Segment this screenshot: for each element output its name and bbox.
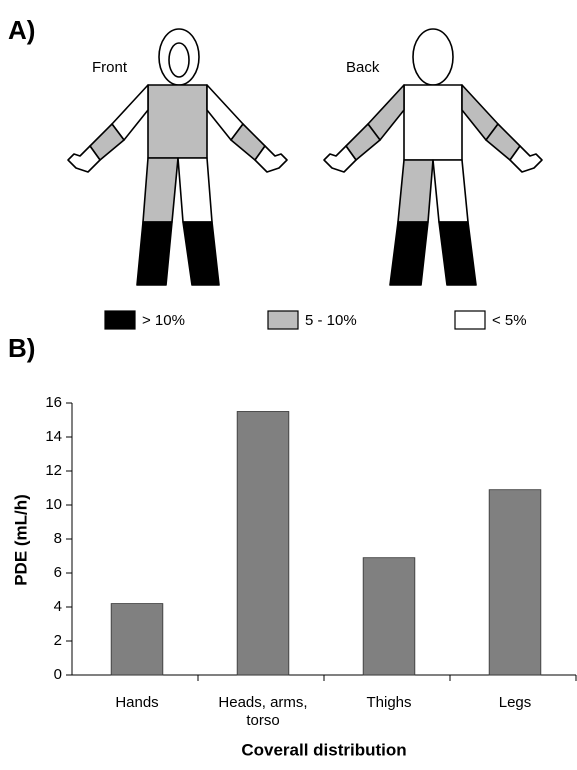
x-axis-title: Coverall distribution	[241, 740, 406, 759]
view-label: Front	[92, 59, 128, 76]
y-tick-label: 2	[54, 632, 62, 649]
bar	[111, 604, 163, 675]
x-tick-label: Hands	[115, 694, 158, 711]
y-tick-label: 12	[45, 462, 62, 479]
y-tick-label: 10	[45, 496, 62, 513]
legend-label: > 10%	[142, 312, 185, 329]
legend-swatch	[105, 311, 135, 329]
y-tick-label: 0	[54, 666, 62, 683]
x-tick-label: Heads, arms,torso	[218, 694, 307, 729]
y-tick-label: 16	[45, 394, 62, 411]
x-tick-label: Legs	[499, 694, 532, 711]
view-label: Back	[346, 59, 380, 76]
legend-label: < 5%	[492, 312, 527, 329]
legend-label: 5 - 10%	[305, 312, 357, 329]
bar	[489, 490, 541, 675]
y-tick-label: 6	[54, 564, 62, 581]
bar	[363, 558, 415, 675]
y-axis-title: PDE (mL/h)	[11, 494, 30, 586]
legend-swatch	[268, 311, 298, 329]
y-tick-label: 8	[54, 530, 62, 547]
bar	[237, 412, 289, 676]
legend-swatch	[455, 311, 485, 329]
y-tick-label: 4	[54, 598, 62, 615]
panel-label: A)	[8, 15, 35, 45]
x-tick-label: Thighs	[366, 694, 411, 711]
y-tick-label: 14	[45, 428, 62, 445]
figure: A) Front Back B) Coverall distribution P…	[0, 0, 577, 765]
panel-label: B)	[8, 333, 35, 363]
